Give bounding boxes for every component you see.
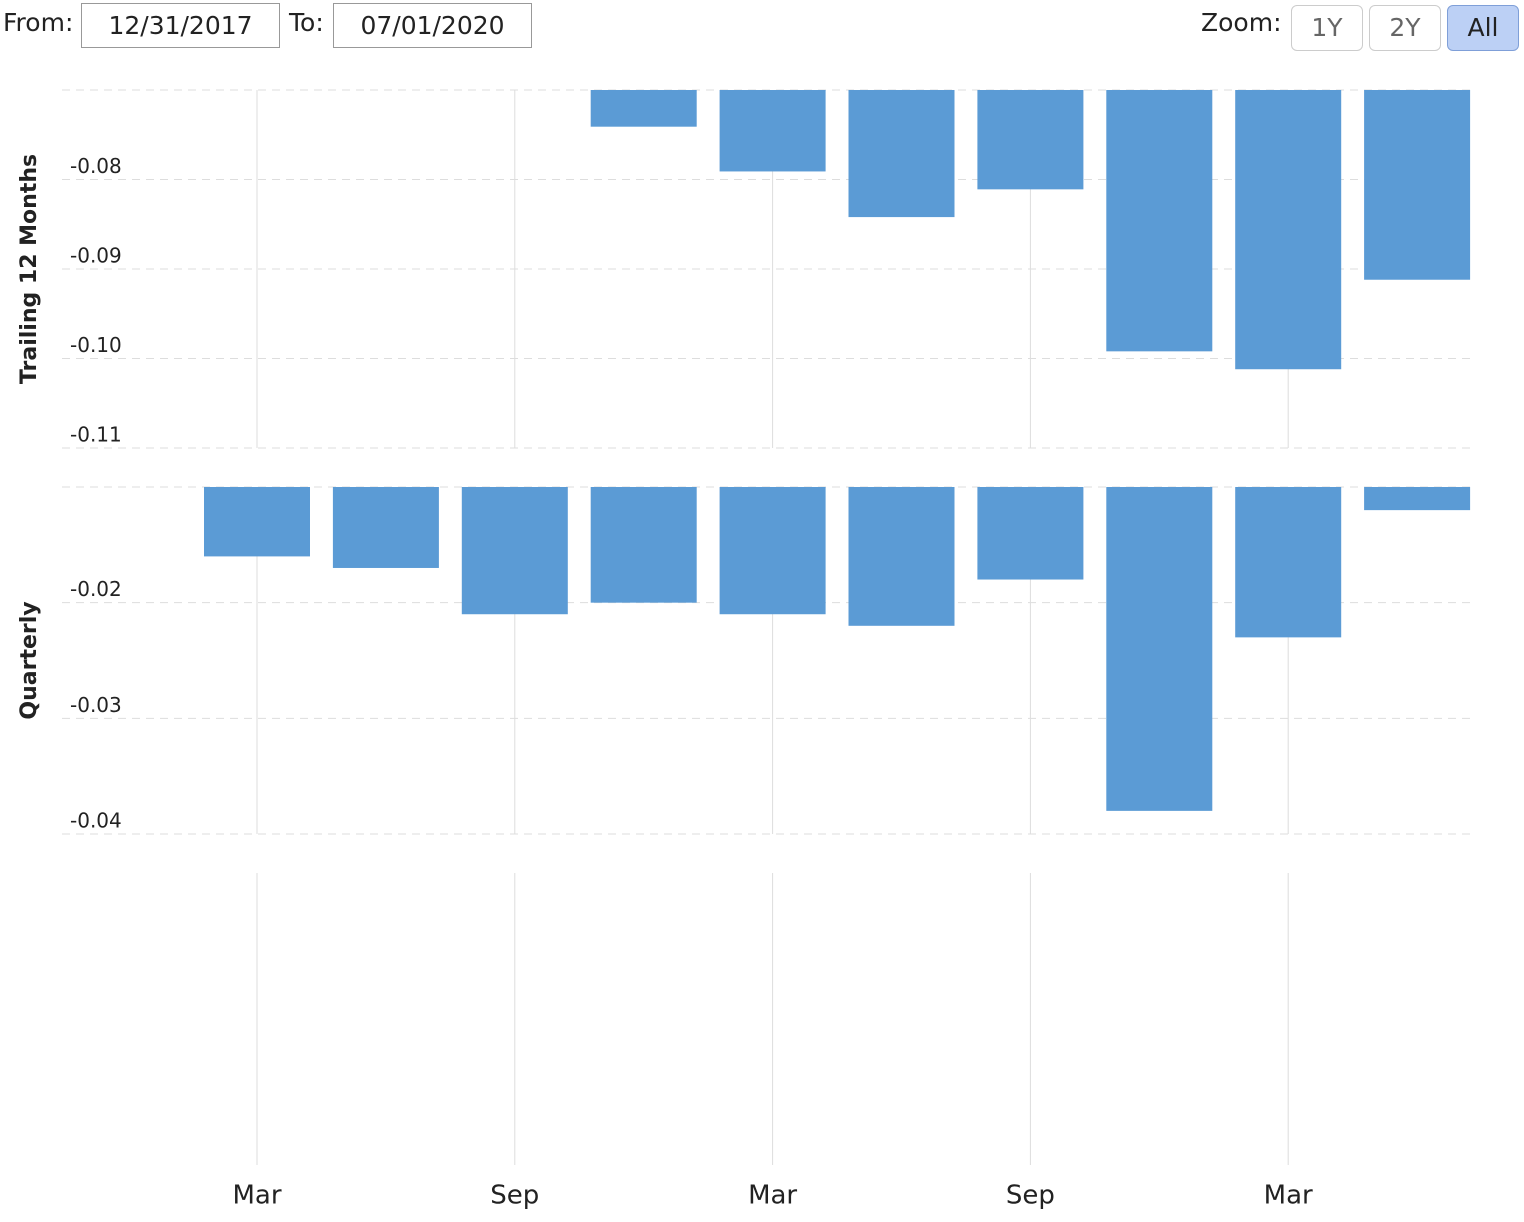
zoom-button[interactable]: 1Y [1291, 5, 1363, 51]
x-tick-label: Sep [490, 1181, 539, 1211]
y-tick-label: -0.10 [70, 333, 122, 357]
bar [848, 487, 955, 626]
bar [461, 487, 568, 615]
bar [719, 487, 826, 615]
y-tick-label: -0.03 [70, 693, 122, 717]
y-tick-label: -0.02 [70, 577, 122, 601]
bar [332, 487, 439, 568]
bar [590, 90, 697, 127]
bar [977, 90, 1084, 190]
bar [1235, 90, 1342, 370]
to-input[interactable]: 07/01/2020 [333, 3, 532, 48]
bar [1106, 90, 1213, 352]
to-label: To: [289, 8, 324, 37]
from-input[interactable]: 12/31/2017 [81, 3, 280, 48]
from-label: From: [3, 8, 74, 37]
bar [977, 487, 1084, 580]
bar [1364, 487, 1471, 511]
bar [1106, 487, 1213, 811]
y-axis-title: Trailing 12 Months [17, 154, 42, 384]
y-tick-label: -0.09 [70, 244, 122, 268]
bar [848, 90, 955, 218]
x-tick-label: Mar [1264, 1181, 1313, 1211]
y-tick-label: -0.04 [70, 809, 122, 833]
zoom-button[interactable]: All [1447, 5, 1519, 51]
bar [719, 90, 826, 172]
zoom-button[interactable]: 2Y [1369, 5, 1441, 51]
bar [1235, 487, 1342, 638]
x-tick-label: Mar [748, 1181, 797, 1211]
bar [1364, 90, 1471, 280]
zoom-label: Zoom: [1201, 8, 1282, 37]
bar [204, 487, 310, 557]
bar [590, 487, 697, 603]
x-tick-label: Sep [1006, 1181, 1055, 1211]
y-tick-label: -0.08 [70, 154, 122, 178]
y-axis-title: Quarterly [17, 601, 42, 719]
x-tick-label: Mar [232, 1181, 281, 1211]
y-tick-label: -0.11 [70, 423, 122, 447]
